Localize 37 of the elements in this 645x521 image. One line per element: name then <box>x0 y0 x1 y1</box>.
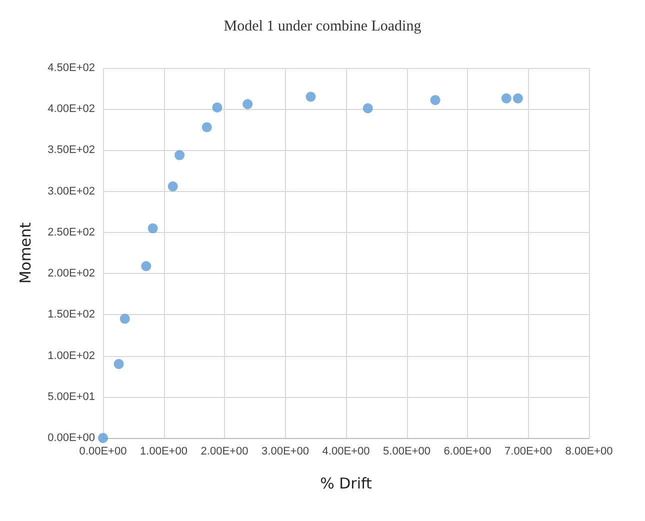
y-axis-title: Moment <box>16 222 34 284</box>
x-tick-label: 3.00E+00 <box>262 446 309 458</box>
point <box>120 314 130 324</box>
point <box>430 95 440 106</box>
x-tick-label: 4.00E+00 <box>322 446 370 458</box>
y-tick-label: 2.50E+02 <box>48 226 95 238</box>
point <box>168 181 178 192</box>
y-tick-label: 1.00E+02 <box>48 350 95 362</box>
x-tick-label: 0.00E+00 <box>79 446 127 458</box>
point <box>148 223 158 234</box>
x-tick-label: 8.00E+00 <box>565 446 613 458</box>
point <box>362 103 373 114</box>
y-tick-label: 2.00E+02 <box>48 268 95 280</box>
point <box>114 359 124 369</box>
x-tick-label: 1.00E+00 <box>140 446 188 458</box>
x-tick-label: 2.00E+00 <box>200 446 248 458</box>
point <box>501 93 512 104</box>
point <box>98 433 108 443</box>
chart-title: Model 1 under combine Loading <box>224 18 422 34</box>
x-tick-label: 7.00E+00 <box>504 446 552 458</box>
y-tick-label: 3.00E+02 <box>48 185 95 198</box>
point <box>242 99 253 110</box>
y-tick-label: 4.50E+02 <box>48 62 95 74</box>
y-tick-label: 4.00E+02 <box>48 103 95 116</box>
y-tick-label: 5.00E+01 <box>48 390 95 403</box>
y-tick-label: 3.50E+02 <box>48 144 95 156</box>
point <box>202 122 212 132</box>
y-tick-label: 0.00E+00 <box>48 432 95 444</box>
x-tick-label: 5.00E+00 <box>383 446 430 458</box>
point <box>141 261 152 272</box>
point <box>174 150 185 160</box>
x-tick-label: 6.00E+00 <box>444 446 492 458</box>
point <box>306 92 316 102</box>
point <box>512 93 523 104</box>
x-axis-title: % Drift <box>320 474 372 492</box>
y-tick-label: 1.50E+02 <box>48 308 95 321</box>
point <box>212 102 222 112</box>
